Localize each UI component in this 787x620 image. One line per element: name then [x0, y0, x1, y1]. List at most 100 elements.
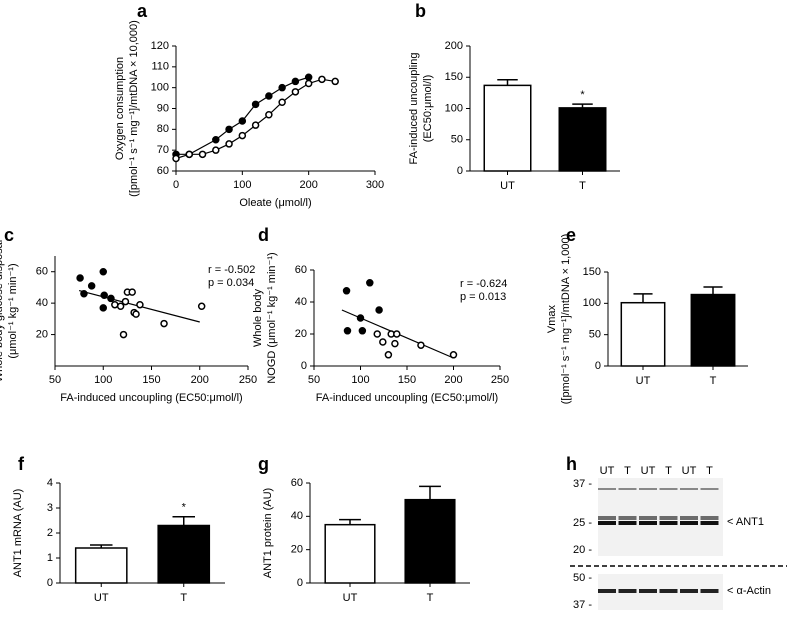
band — [618, 589, 637, 593]
lane-label: UT — [600, 465, 615, 477]
point — [185, 150, 194, 159]
point — [304, 73, 313, 81]
point — [391, 339, 399, 348]
x-tick-label: 300 — [366, 179, 384, 191]
point — [121, 297, 130, 306]
band — [618, 521, 637, 525]
panel-label: d — [258, 225, 269, 245]
y-tick-label: 20 — [36, 328, 48, 340]
y-axis-label: ANT1 protein (AU) — [262, 488, 274, 578]
y-axis-label: Oxygen consumption — [114, 57, 126, 160]
y-tick-label: 60 — [36, 266, 48, 278]
x-axis-label: FA-induced uncoupling (EC50:μmol/l) — [316, 392, 498, 404]
point — [373, 330, 381, 338]
panel-label: h — [566, 454, 577, 474]
point — [128, 288, 136, 296]
panel-label: g — [258, 454, 269, 474]
point — [318, 75, 326, 84]
band — [639, 516, 657, 520]
band — [700, 488, 719, 490]
y-axis-label: ANT1 mRNA (AU) — [12, 489, 24, 578]
y-axis-label: Vmax — [546, 304, 558, 333]
annotation: p = 0.034 — [208, 277, 254, 289]
y-tick-label: 60 — [157, 165, 169, 177]
y-tick-label: 150 — [445, 71, 463, 83]
lane-label: T — [706, 465, 713, 477]
x-tick-label: T — [180, 592, 187, 604]
bar — [483, 84, 532, 172]
band — [598, 516, 616, 520]
band — [700, 589, 719, 593]
lane-label: UT — [641, 465, 656, 477]
x-tick-label: 200 — [444, 374, 462, 386]
point — [99, 267, 107, 276]
y-axis-label: FA-induced uncoupling — [408, 53, 420, 165]
y-tick-label: 1 — [47, 552, 53, 564]
x-tick-label: UT — [343, 592, 358, 604]
point — [238, 131, 247, 140]
point — [160, 319, 168, 328]
y-tick-label: 120 — [151, 40, 169, 52]
y-tick-label: 100 — [583, 297, 601, 309]
series-line — [176, 76, 309, 155]
y-axis-label: Whole body — [252, 288, 264, 347]
lane-label: UT — [682, 465, 697, 477]
band — [639, 521, 657, 525]
band — [680, 516, 698, 520]
y-tick-label: 110 — [151, 61, 169, 73]
y-tick-label: 80 — [157, 123, 169, 135]
x-axis-label: Oleate (μmol/l) — [239, 197, 311, 209]
band — [598, 589, 616, 593]
band — [598, 488, 616, 490]
x-tick-label: T — [579, 180, 586, 192]
point — [417, 341, 425, 349]
point — [342, 287, 351, 295]
point — [291, 88, 300, 96]
marker-label: 25 - — [573, 517, 592, 529]
x-axis-label: FA-induced uncoupling (EC50:μmol/l) — [60, 392, 242, 404]
point — [384, 351, 393, 359]
x-tick-label: UT — [636, 375, 651, 387]
point — [100, 291, 108, 300]
point — [225, 140, 233, 148]
y-tick-label: 40 — [291, 510, 303, 522]
annotation: r = -0.502 — [208, 264, 255, 276]
point — [198, 150, 207, 159]
point — [212, 146, 220, 154]
bar — [404, 498, 456, 584]
y-tick-label: 2 — [47, 527, 53, 539]
band — [659, 488, 678, 490]
x-tick-label: 100 — [233, 179, 251, 191]
point — [375, 306, 383, 314]
point — [197, 302, 206, 311]
band-label: < α-Actin — [727, 585, 771, 597]
y-tick-label: 0 — [47, 577, 53, 589]
band-label: < ANT1 — [727, 516, 764, 528]
y-tick-label: 20 — [291, 544, 303, 556]
y-axis-label: (μmol⁻¹ kg⁻¹ min⁻¹) — [7, 263, 19, 358]
y-axis-label: ([pmol⁻¹ s⁻¹ mg⁻¹]/mtDNA × 1,000) — [560, 234, 572, 405]
panel-label: e — [566, 225, 576, 245]
y-tick-label: 200 — [445, 40, 463, 52]
band — [618, 516, 637, 520]
x-tick-label: T — [710, 375, 717, 387]
y-tick-label: 0 — [457, 165, 463, 177]
panel-label: f — [18, 454, 25, 474]
y-tick-label: 20 — [295, 328, 307, 340]
y-tick-label: 3 — [47, 502, 53, 514]
y-tick-label: 100 — [151, 82, 169, 94]
y-tick-label: 0 — [297, 577, 303, 589]
x-tick-label: 150 — [398, 374, 416, 386]
point — [278, 83, 286, 92]
point — [393, 330, 401, 338]
point — [225, 125, 233, 134]
band — [618, 488, 637, 490]
band — [659, 521, 678, 525]
y-axis-label: Whole body glucose disposal — [0, 240, 5, 382]
series-line — [175, 78, 336, 160]
point — [343, 327, 352, 335]
point — [99, 304, 107, 312]
point — [379, 338, 387, 346]
marker-label: 37 - — [573, 478, 592, 490]
y-tick-label: 60 — [295, 264, 307, 276]
